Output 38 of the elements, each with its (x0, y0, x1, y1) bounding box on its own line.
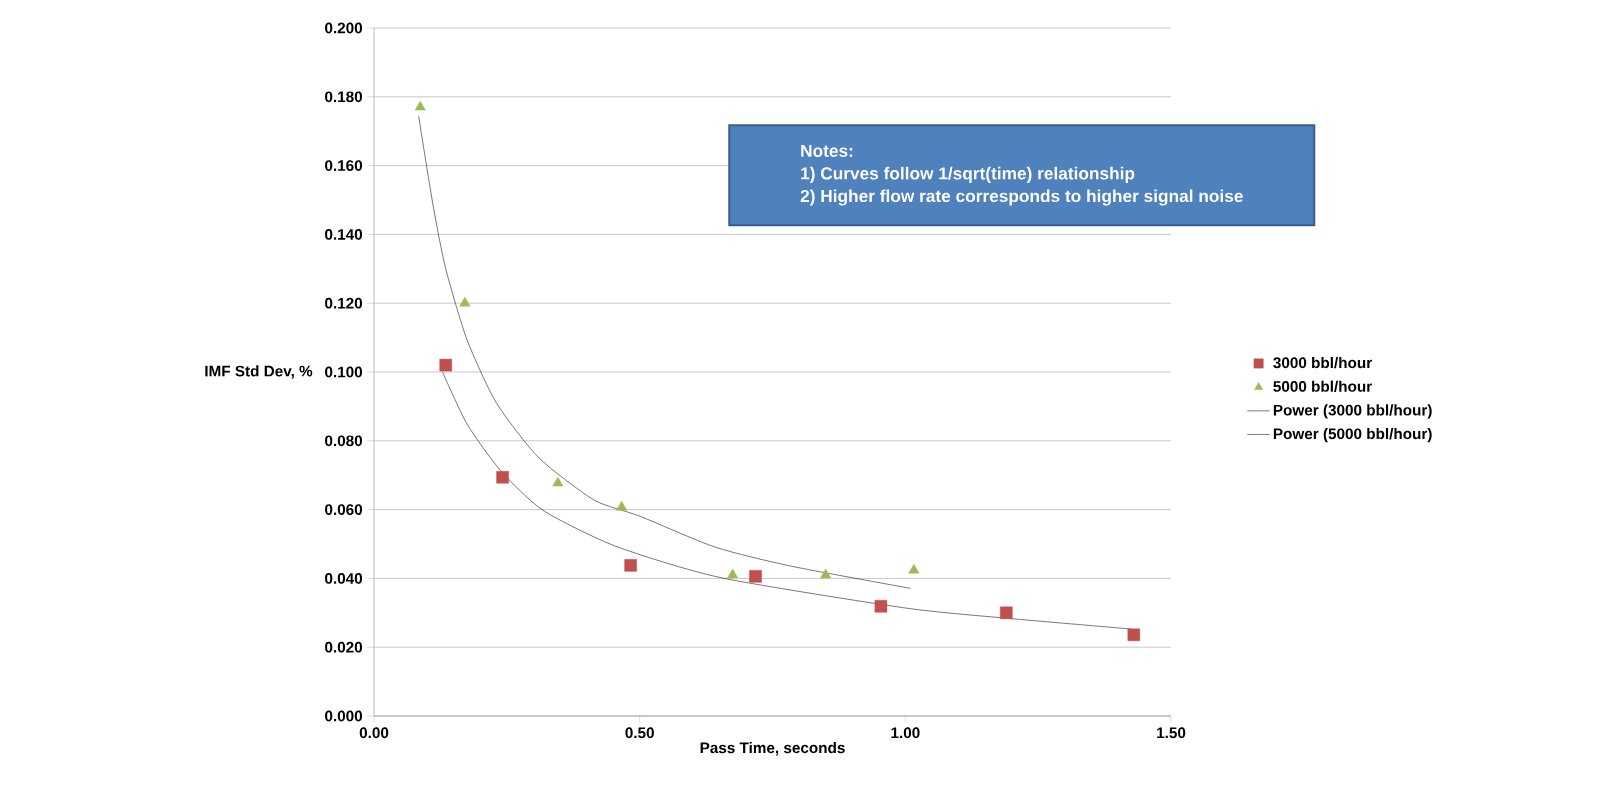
x-tick-label: 1.50 (1157, 727, 1186, 739)
point (459, 296, 471, 307)
point (1127, 628, 1141, 642)
annotation: 1) Curves follow 1/sqrt(time) relationship (801, 166, 1135, 183)
point (908, 563, 920, 574)
point (496, 471, 509, 484)
annotation: 2) Higher flow rate corresponds to higher signal noise (800, 189, 1243, 206)
legend-label: Power (3000 bbl/hour) (1273, 404, 1432, 419)
x-tick-label: 0.00 (359, 727, 389, 739)
legend-label: Power (5000 bbl/hour) (1273, 428, 1432, 443)
point (874, 600, 888, 613)
point (1000, 606, 1013, 620)
x-axis-title: Pass Time, seconds (700, 741, 845, 756)
x-tick-label: 1.00 (891, 727, 920, 739)
point (552, 476, 564, 487)
point (616, 500, 628, 511)
x-tick-label: 0.50 (625, 727, 654, 739)
point (820, 568, 832, 579)
y-tick-label: 0.120 (325, 297, 363, 309)
point (727, 568, 739, 579)
point (414, 100, 426, 111)
y-tick-label: 0.040 (325, 572, 363, 584)
point (749, 570, 762, 583)
point (624, 559, 637, 572)
legend-label: 5000 bbl/hour (1273, 380, 1372, 393)
y-tick-label: 0.140 (325, 228, 363, 240)
y-tick-label: 0.200 (325, 22, 363, 34)
legend-label: 3000 bbl/hour (1273, 356, 1372, 369)
y-tick-label: 0.100 (325, 366, 363, 378)
y-tick-label: 0.020 (325, 641, 363, 653)
y-tick-label: 0.160 (325, 160, 363, 171)
annotation: Notes: (801, 144, 853, 157)
y-tick-label: 0.000 (325, 710, 363, 722)
y-axis-title: IMF Std Dev, % (205, 365, 313, 379)
point (439, 358, 452, 372)
y-tick-label: 0.080 (325, 435, 363, 447)
y-tick-label: 0.180 (325, 91, 363, 103)
y-tick-label: 0.060 (325, 504, 363, 515)
